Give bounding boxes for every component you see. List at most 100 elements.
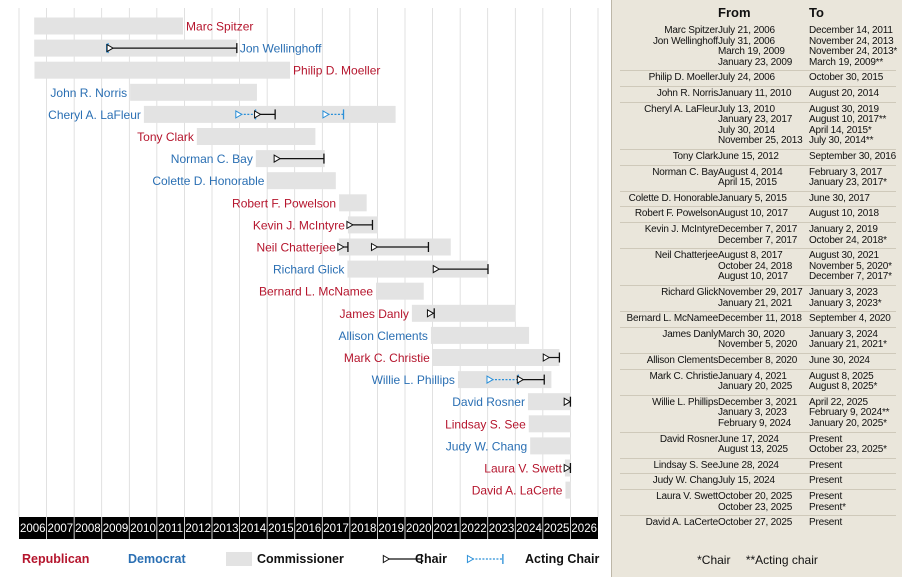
from-dates: January 4, 2021 January 20, 2025 (718, 371, 792, 393)
chair-footnote: *Chair (697, 553, 731, 567)
to-date: January 21, 2021* (809, 339, 887, 351)
from-date: November 5, 2020 (718, 339, 798, 351)
commissioner-name: Marc Spitzer Jon Wellinghoff (652, 25, 718, 47)
to-dates: January 3, 2023 January 3, 2023* (809, 287, 882, 309)
commissioner-name: Tony Clark (672, 151, 718, 163)
commissioner-name: Cheryl A. LaFleur (644, 104, 718, 116)
from-dates: August 10, 2017 (718, 209, 788, 220)
from-date: July 13, 2010 (718, 103, 775, 115)
x-tick-label-2016: 2016 (296, 523, 322, 535)
chair-mark-willie-l-phillips (516, 374, 545, 385)
acting-chair-mark-cheryl-a-lafleur-part (235, 110, 243, 119)
from-dates: October 20, 2025 October 23, 2025 (718, 491, 792, 513)
to-date: August 10, 2018 (809, 208, 879, 220)
name-line: Kevin J. McIntyre (644, 224, 718, 235)
from-date: November 29, 2017 (718, 287, 803, 298)
term-bar-lindsay-s-see (528, 415, 571, 433)
term-bar-david-rosner (527, 393, 571, 411)
legend-commissioner-swatch (226, 552, 252, 566)
x-tick-label-2013: 2013 (213, 523, 239, 535)
row-separator (620, 285, 896, 286)
commissioner-label-norman-c-bay: Norman C. Bay (171, 152, 253, 166)
commissioner-label-laura-v-swett: Laura V. Swett (484, 462, 562, 476)
commissioner-label-colette-d-honorable: Colette D. Honorable (152, 174, 264, 188)
name-line: Laura V. Swett (656, 491, 718, 502)
commissioner-label-neil-chatterjee: Neil Chatterjee (256, 241, 336, 255)
from-column-header: From (718, 5, 751, 20)
from-dates: July 15, 2024 (718, 476, 775, 487)
to-date: August 8, 2025 (809, 370, 874, 382)
legend-commissioner: Commissioner (257, 552, 344, 566)
from-dates: December 7, 2017 December 7, 2017 (718, 224, 798, 246)
to-dates: August 10, 2018 (809, 209, 879, 220)
table-row: Lindsay S. See June 28, 2024 Present (612, 459, 902, 472)
from-date: December 3, 2021 (718, 396, 798, 408)
to-date: August 20, 2014 (809, 88, 879, 99)
chair-mark-willie-l-phillips-part (516, 375, 525, 384)
from-date: December 7, 2017 (718, 224, 798, 235)
table-row: Philip D. Moeller July 24, 2006 October 30… (612, 73, 902, 84)
from-dates: January 5, 2015 (718, 192, 787, 205)
legend-democrat: Democrat (128, 552, 186, 566)
x-tick-label-2026: 2026 (571, 523, 597, 535)
name-line: Willie L. Phillips (652, 396, 718, 408)
table-row: Neil Chatterjee August 8, 2017 October 24,… (612, 251, 902, 283)
row-separator (620, 394, 896, 396)
commissioner-label-john-r-norris: John R. Norris (50, 86, 127, 100)
to-date: June 30, 2024 (809, 355, 870, 366)
from-date: August 10, 2017 (718, 271, 788, 283)
to-dates: Present (809, 518, 842, 529)
from-date: January 5, 2015 (718, 192, 787, 204)
to-date: April 14, 2015* (809, 124, 872, 136)
row-separator (620, 70, 896, 72)
name-line: Jon Wellinghoff (652, 35, 718, 47)
term-bar-james-danly (411, 304, 516, 322)
from-date: January 11, 2010 (718, 88, 792, 99)
x-tick-label-2010: 2010 (130, 523, 156, 535)
chair-mark-laura-v-swett (563, 463, 572, 473)
table-footnotes: *Chair **Acting chair (612, 553, 902, 567)
chair-mark-mark-c-christie-part (542, 353, 551, 362)
to-date: Present (809, 459, 843, 471)
x-tick-label-2020: 2020 (406, 523, 432, 535)
commissioner-label-robert-f-powelson: Robert F. Powelson (232, 196, 336, 210)
to-date: December 14, 2011 (809, 25, 893, 36)
x-tick-label-2015: 2015 (268, 523, 294, 535)
commissioner-label-judy-w-chang: Judy W. Chang (446, 439, 527, 453)
name-line: Judy W. Chang (652, 475, 718, 487)
from-dates: March 30, 2020 November 5, 2020 (718, 329, 798, 351)
from-date: November 25, 2013 (718, 135, 803, 147)
to-dates: August 30, 2021 November 5, 2020* December… (809, 251, 892, 283)
x-tick-label-2007: 2007 (48, 523, 74, 535)
table-row: Judy W. Chang July 15, 2024 Present (612, 476, 902, 487)
from-date: June 17, 2024 (718, 433, 779, 445)
name-line: Philip D. Moeller (648, 72, 719, 84)
to-date: January 2, 2019 (809, 224, 878, 235)
to-date: Present (809, 491, 843, 502)
legend-chair: Chair (415, 552, 447, 566)
term-bar-tony-clark (196, 128, 316, 145)
to-dates: January 2, 2019 October 24, 2018* (809, 224, 887, 246)
table-row: David Rosner June 17, 2024 August 13, 2025… (612, 433, 902, 456)
commissioner-label-kevin-j-mcintyre: Kevin J. McIntyre (253, 218, 345, 232)
commissioner-name: Allison Clements (646, 355, 718, 367)
to-date: Present (809, 475, 843, 487)
from-date: January 23, 2017 (718, 114, 793, 126)
row-separator (620, 164, 896, 166)
to-date: Present (809, 517, 843, 529)
to-dates: February 3, 2017 January 23, 2017* (809, 167, 887, 189)
to-date: September 4, 2020 (809, 313, 891, 325)
name-line: Robert F. Powelson (634, 208, 718, 220)
to-dates: August 20, 2014 (809, 88, 879, 100)
name-line: Tony Clark (672, 151, 718, 162)
row-separator (620, 515, 896, 517)
x-tick-label-2008: 2008 (75, 523, 101, 535)
to-date: Present* (809, 501, 846, 513)
chair-mark-neil-chatterjee (370, 242, 430, 252)
from-dates: July 13, 2010 January 23, 2017 July 30, 20… (718, 103, 803, 147)
name-line: Allison Clements (646, 355, 718, 366)
name-line: Norman C. Bay (652, 166, 718, 178)
row-separator (620, 101, 896, 103)
from-date: July 21, 2006 (718, 25, 775, 36)
x-tick-label-2009: 2009 (103, 523, 129, 535)
